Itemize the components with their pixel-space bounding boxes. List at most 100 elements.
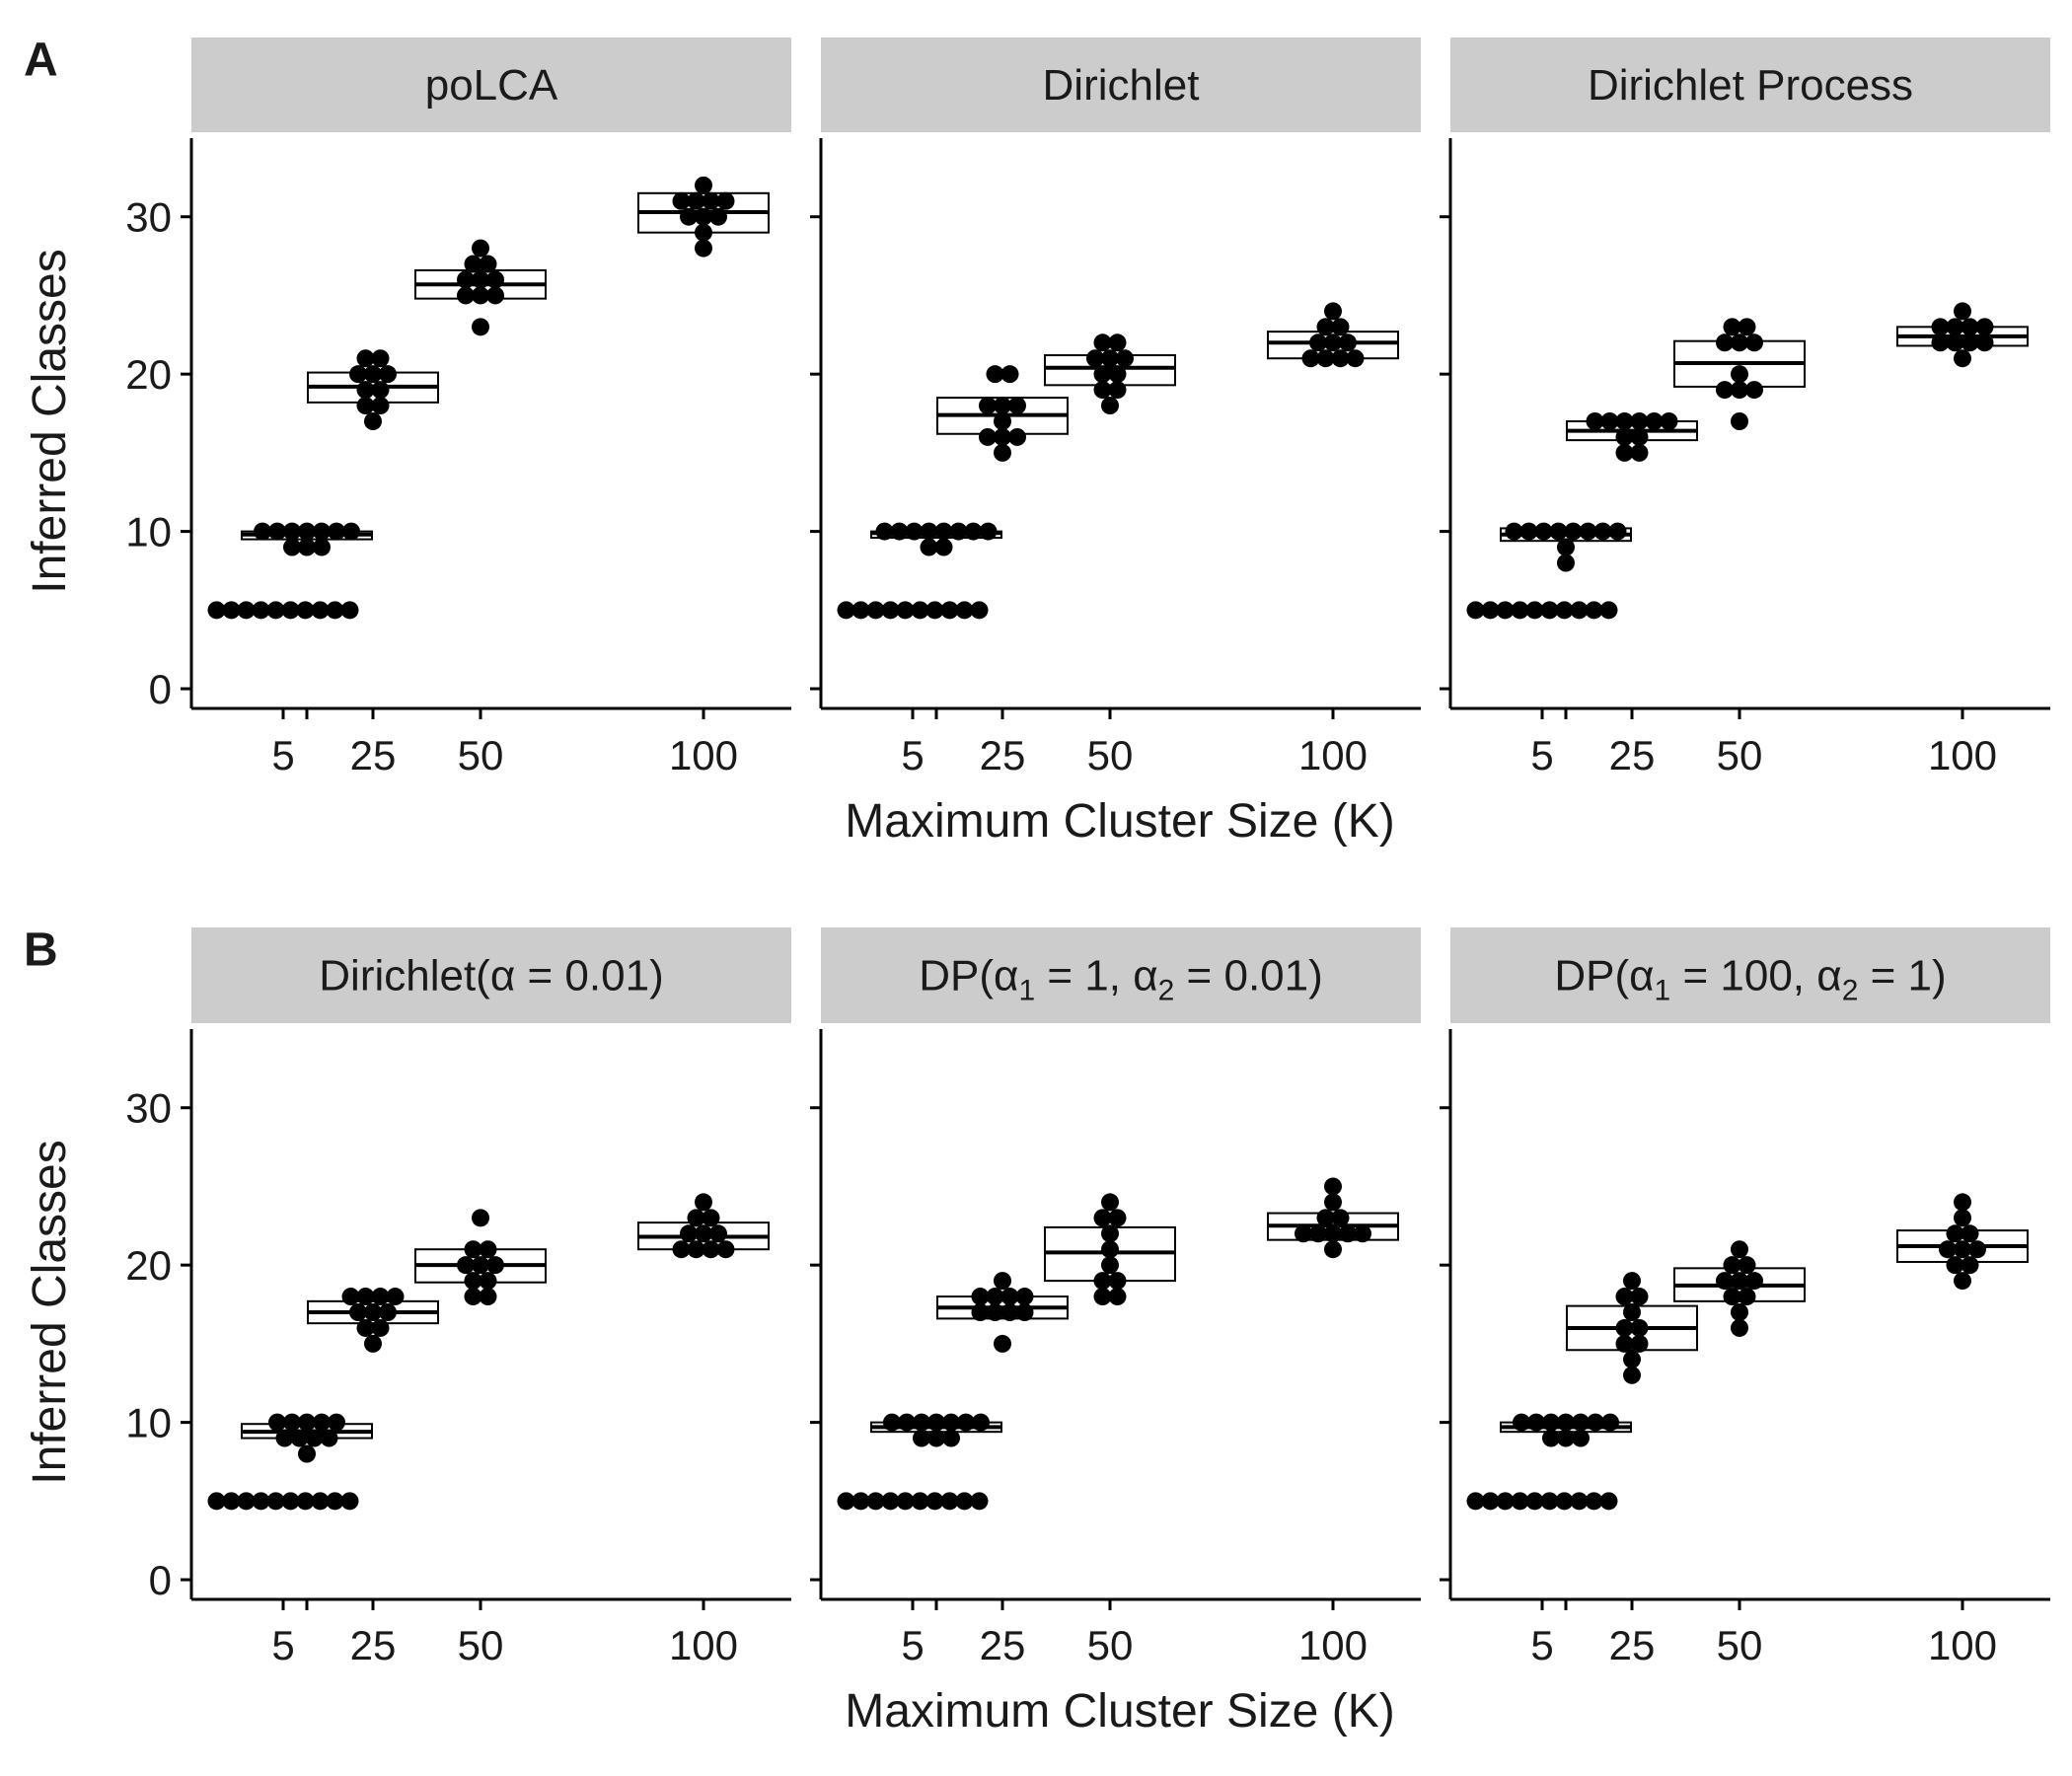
data-point <box>1731 1303 1748 1321</box>
data-point <box>964 522 983 541</box>
data-point <box>709 1224 727 1243</box>
x-tick-label: 25 <box>350 1622 397 1668</box>
data-point <box>1630 412 1649 430</box>
data-point <box>920 522 938 541</box>
data-point <box>940 1492 959 1511</box>
data-point <box>1324 302 1342 321</box>
data-point <box>1481 601 1500 620</box>
panel-label: B <box>24 925 58 977</box>
data-point <box>1525 601 1544 620</box>
data-point <box>364 412 382 430</box>
data-point <box>283 1413 301 1432</box>
data-point <box>1946 1256 1964 1275</box>
data-point <box>252 601 270 620</box>
data-point <box>364 365 382 384</box>
data-point <box>994 1334 1011 1353</box>
data-point <box>934 522 953 541</box>
data-point <box>356 397 375 415</box>
data-point <box>1731 1272 1748 1291</box>
data-point <box>1731 1318 1748 1337</box>
data-point <box>311 1492 330 1511</box>
data-point <box>371 381 390 400</box>
data-point <box>1630 443 1649 462</box>
data-point <box>1954 349 1971 368</box>
data-point <box>1946 1224 1964 1243</box>
data-point <box>486 270 504 289</box>
data-point <box>1738 318 1756 336</box>
data-point <box>881 1492 900 1511</box>
data-point <box>472 1209 489 1227</box>
data-point <box>687 191 705 210</box>
data-point <box>1093 333 1112 352</box>
data-point <box>709 207 727 226</box>
data-point <box>313 538 331 556</box>
y-tick-label: 20 <box>125 351 172 398</box>
data-point <box>1511 1492 1529 1511</box>
data-point <box>716 1240 735 1259</box>
x-tick-label: 5 <box>901 732 924 778</box>
data-point <box>1572 1413 1590 1432</box>
data-point <box>237 1492 256 1511</box>
data-point <box>680 1224 698 1243</box>
data-point <box>1496 1492 1515 1511</box>
data-point <box>1101 397 1119 415</box>
data-point <box>702 1209 720 1227</box>
data-point <box>1961 1224 1979 1243</box>
y-tick-label: 30 <box>125 1085 172 1132</box>
data-point <box>1505 522 1523 541</box>
data-point <box>875 522 894 541</box>
data-point <box>1101 349 1119 368</box>
data-point <box>1931 333 1950 352</box>
data-point <box>326 601 344 620</box>
data-point <box>1623 1350 1641 1369</box>
data-point <box>1564 522 1583 541</box>
data-point <box>1324 333 1342 352</box>
data-point <box>1731 333 1748 352</box>
facet-title-part: = 100, <box>1670 952 1816 1000</box>
data-point <box>1630 1318 1649 1337</box>
data-point <box>702 191 720 210</box>
data-point <box>1093 1209 1112 1227</box>
data-point <box>1108 1288 1127 1306</box>
data-point <box>1339 333 1357 352</box>
data-point <box>979 522 998 541</box>
data-point <box>1511 601 1529 620</box>
facet-strip <box>191 927 791 1023</box>
data-point <box>1586 412 1604 430</box>
data-point <box>1570 601 1589 620</box>
data-point <box>457 1256 475 1275</box>
data-point <box>1939 1240 1957 1259</box>
data-point <box>920 538 938 556</box>
data-point <box>994 412 1011 430</box>
data-point <box>1316 1209 1335 1227</box>
panel-label: A <box>24 35 58 87</box>
data-point <box>266 1492 285 1511</box>
facet-title-part: = 0.01) <box>1174 952 1322 1000</box>
data-point <box>1723 1256 1741 1275</box>
data-point <box>1093 381 1112 400</box>
data-point <box>1975 333 1994 352</box>
data-point <box>1324 1240 1342 1259</box>
x-tick-label: 25 <box>350 732 397 778</box>
data-point <box>970 601 989 620</box>
data-point <box>1585 1492 1603 1511</box>
data-point <box>1093 1288 1112 1306</box>
data-point <box>1615 443 1634 462</box>
data-point <box>979 427 997 446</box>
data-point <box>1101 1193 1119 1212</box>
data-point <box>1108 365 1127 384</box>
x-tick-label: 25 <box>980 732 1026 778</box>
facet-title-subscript: 2 <box>1842 975 1859 1007</box>
data-point <box>1731 365 1748 384</box>
data-point <box>866 601 885 620</box>
data-point <box>695 223 712 242</box>
data-point <box>994 1272 1011 1291</box>
data-point <box>386 1288 405 1306</box>
data-point <box>695 176 712 194</box>
facet-title-part: α <box>994 952 1018 1000</box>
data-point <box>281 601 300 620</box>
data-point <box>994 427 1011 446</box>
data-point <box>979 397 997 415</box>
data-point <box>672 191 691 210</box>
data-point <box>1557 554 1575 572</box>
